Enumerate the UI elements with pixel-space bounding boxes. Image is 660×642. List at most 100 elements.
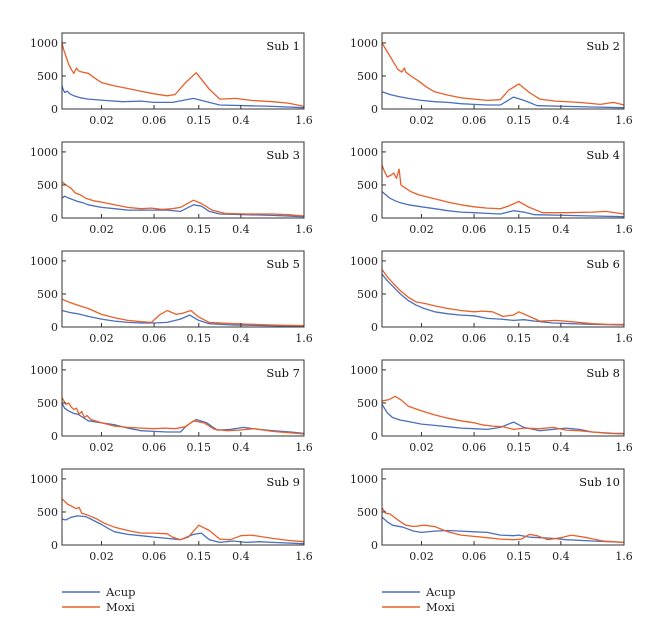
series-line-moxi [381,395,625,435]
y-tick-label: 500 [357,179,378,192]
x-tick-label: 1.6 [295,223,313,236]
y-tick-label: 1000 [350,37,378,50]
x-tick-label: 0.06 [142,332,167,345]
y-tick-label: 1000 [30,364,58,377]
x-tick-label: 1.6 [295,441,313,454]
y-tick-label: 1000 [30,473,58,486]
y-tick-label: 1000 [350,473,378,486]
x-tick-label: 0.06 [462,332,487,345]
subplot-title: Sub 6 [586,257,620,271]
x-tick-label: 0.06 [142,223,167,236]
x-tick-label: 0.15 [507,550,532,563]
legend-label-acup: Acup [425,585,456,599]
legend-label-moxi: Moxi [426,600,455,614]
y-tick-label: 0 [371,212,378,225]
subplot-title: Sub 3 [266,148,300,162]
subplot-title: Sub 7 [266,366,300,380]
series-line-moxi [381,164,625,215]
series-line-acup [381,516,625,544]
series-line-moxi [381,42,625,106]
y-tick-label: 1000 [350,255,378,268]
x-tick-label: 0.02 [409,223,434,236]
series-line-acup [381,191,625,218]
y-tick-label: 0 [51,103,58,116]
subplot-title: Sub 10 [579,475,620,489]
y-tick-label: 0 [51,430,58,443]
y-tick-label: 0 [51,212,58,225]
x-tick-label: 0.15 [187,441,212,454]
subplot-7: Sub 7 0 500 1000 0.02 0.06 0.15 0.4 1.6 [30,359,313,454]
x-tick-label: 0.15 [507,114,532,127]
subplot-title: Sub 8 [586,366,620,380]
series-line-moxi [61,42,305,108]
legend-label-moxi: Moxi [106,600,135,614]
x-tick-label: 0.02 [89,223,114,236]
x-tick-label: 0.06 [462,223,487,236]
plot-frame [61,468,305,546]
plot-frame [61,32,305,110]
x-tick-label: 0.15 [187,550,212,563]
series-line-moxi [61,397,305,435]
x-tick-label: 0.15 [187,114,212,127]
x-tick-label: 0.02 [409,332,434,345]
y-tick-label: 1000 [30,146,58,159]
subplot-4: Sub 4 0 500 1000 0.02 0.06 0.15 0.4 1.6 [350,141,633,236]
x-tick-label: 1.6 [615,550,633,563]
x-tick-label: 0.4 [552,223,570,236]
plot-frame [61,359,305,437]
series-line-moxi [61,298,305,327]
plot-frame [381,32,625,110]
x-tick-label: 1.6 [615,114,633,127]
x-tick-label: 0.15 [187,332,212,345]
subplot-6: Sub 6 0 500 1000 0.02 0.06 0.15 0.4 1.6 [350,250,633,345]
plot-frame [381,359,625,437]
x-tick-label: 0.15 [507,223,532,236]
plot-frame [381,250,625,328]
series-line-acup [61,402,305,435]
y-tick-label: 0 [371,539,378,552]
x-tick-label: 0.06 [142,114,167,127]
y-tick-label: 1000 [350,364,378,377]
x-tick-label: 0.4 [552,441,570,454]
x-tick-label: 0.4 [552,550,570,563]
subplot-title: Sub 1 [266,39,300,53]
y-tick-label: 0 [371,430,378,443]
plot-frame [381,468,625,546]
x-tick-label: 1.6 [615,441,633,454]
x-tick-label: 0.4 [232,550,250,563]
y-tick-label: 500 [37,506,58,519]
x-tick-label: 0.06 [142,550,167,563]
x-tick-label: 0.4 [232,114,250,127]
x-tick-label: 0.06 [462,114,487,127]
plot-frame [381,141,625,219]
x-tick-label: 0.02 [409,550,434,563]
series-line-acup [381,273,625,326]
x-tick-label: 0.15 [507,332,532,345]
x-tick-label: 0.15 [187,223,212,236]
series-line-acup [61,85,305,109]
subplot-10: Sub 10 0 500 1000 0.02 0.06 0.15 0.4 1.6 [350,468,633,563]
x-tick-label: 0.02 [89,550,114,563]
x-tick-label: 0.4 [232,332,250,345]
subplot-title: Sub 4 [586,148,620,162]
x-tick-label: 0.4 [552,332,570,345]
x-tick-label: 0.4 [552,114,570,127]
x-tick-label: 0.4 [232,441,250,454]
series-line-acup [61,195,305,218]
legend-label-acup: Acup [105,585,136,599]
subplot-5: Sub 5 0 500 1000 0.02 0.06 0.15 0.4 1.6 [30,250,313,345]
subplot-title: Sub 5 [266,257,300,271]
x-tick-label: 0.4 [232,223,250,236]
x-tick-label: 0.15 [507,441,532,454]
series-line-moxi [61,181,305,217]
y-tick-label: 0 [371,103,378,116]
series-line-acup [381,91,625,109]
y-tick-label: 500 [37,288,58,301]
subplot-3: Sub 3 0 500 1000 0.02 0.06 0.15 0.4 1.6 [30,141,313,236]
y-tick-label: 500 [37,179,58,192]
y-tick-label: 0 [51,321,58,334]
y-tick-label: 0 [51,539,58,552]
